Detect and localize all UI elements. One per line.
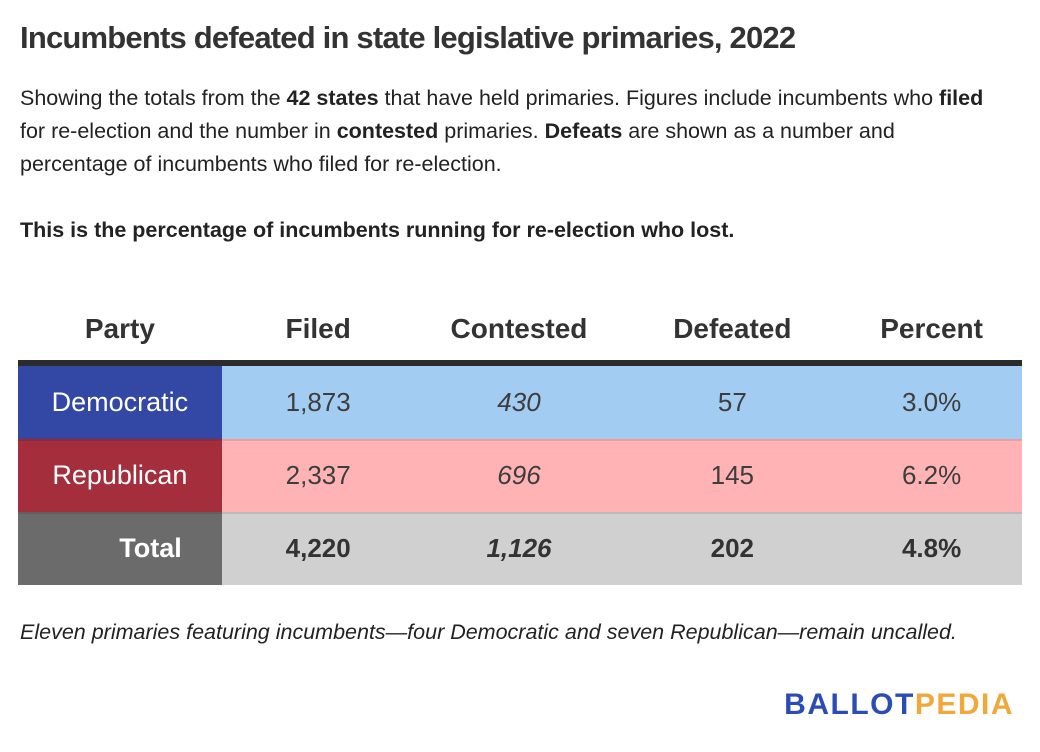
party-cell: Republican bbox=[18, 439, 222, 512]
filed-cell: 1,873 bbox=[221, 366, 415, 439]
column-header-party: Party bbox=[84, 313, 155, 344]
contested-cell: 696 bbox=[414, 439, 624, 512]
column-header-percent: Percent bbox=[880, 313, 983, 344]
intro-segment: Showing the totals from the bbox=[20, 86, 287, 110]
intro-segment: primaries. bbox=[438, 119, 545, 143]
ballotpedia-logo: BALLOTPEDIA bbox=[784, 688, 1014, 722]
table-row-republican: Republican 2,337 696 145 6.2% bbox=[18, 439, 1022, 512]
results-table: Party Filed Contested Defeated Percent Democ… bbox=[18, 298, 1022, 585]
column-header-defeated: Defeated bbox=[673, 313, 792, 344]
intro-segment: Defeats bbox=[544, 119, 623, 143]
intro-text: Showing the totals from the 42 states th… bbox=[20, 82, 995, 181]
intro-segment: filed bbox=[939, 86, 984, 110]
footnote: Eleven primaries featuring incumbents—fo… bbox=[20, 620, 957, 644]
table-row-total: Total 4,220 1,126 202 4.8% bbox=[18, 512, 1022, 585]
logo-ballot-text: BALLOT bbox=[784, 688, 915, 721]
intro-segment: are shown as a number and percentage of … bbox=[20, 119, 895, 176]
table-header-row: Party Filed Contested Defeated Percent bbox=[18, 298, 1022, 360]
column-header-filed: Filed bbox=[285, 313, 351, 344]
page-title: Incumbents defeated in state legislative… bbox=[20, 20, 796, 55]
logo-pedia-text: PEDIA bbox=[914, 688, 1014, 721]
contested-cell: 1,126 bbox=[414, 512, 624, 585]
percent-cell: 3.0% bbox=[841, 366, 1022, 439]
table-body: Democratic 1,873 430 57 3.0% Republican 2,337 6… bbox=[18, 360, 1022, 585]
column-header-contested: Contested bbox=[450, 313, 588, 344]
party-cell: Democratic bbox=[18, 366, 222, 439]
defeated-cell: 57 bbox=[623, 366, 842, 439]
intro-segment: for re-election and the number in bbox=[20, 119, 337, 143]
party-cell: Total bbox=[18, 512, 222, 585]
filed-cell: 4,220 bbox=[221, 512, 415, 585]
defeated-cell: 202 bbox=[623, 512, 842, 585]
table-row-democratic: Democratic 1,873 430 57 3.0% bbox=[18, 366, 1022, 439]
percent-cell: 4.8% bbox=[841, 512, 1022, 585]
highlight-note: This is the percentage of incumbents run… bbox=[20, 218, 735, 242]
percent-cell: 6.2% bbox=[841, 439, 1022, 512]
defeated-cell: 145 bbox=[623, 439, 842, 512]
contested-cell: 430 bbox=[414, 366, 624, 439]
intro-segment: that have held primaries. Figures includ… bbox=[378, 86, 940, 110]
intro-segment: contested bbox=[336, 119, 439, 143]
filed-cell: 2,337 bbox=[221, 439, 415, 512]
intro-segment: 42 states bbox=[286, 86, 379, 110]
